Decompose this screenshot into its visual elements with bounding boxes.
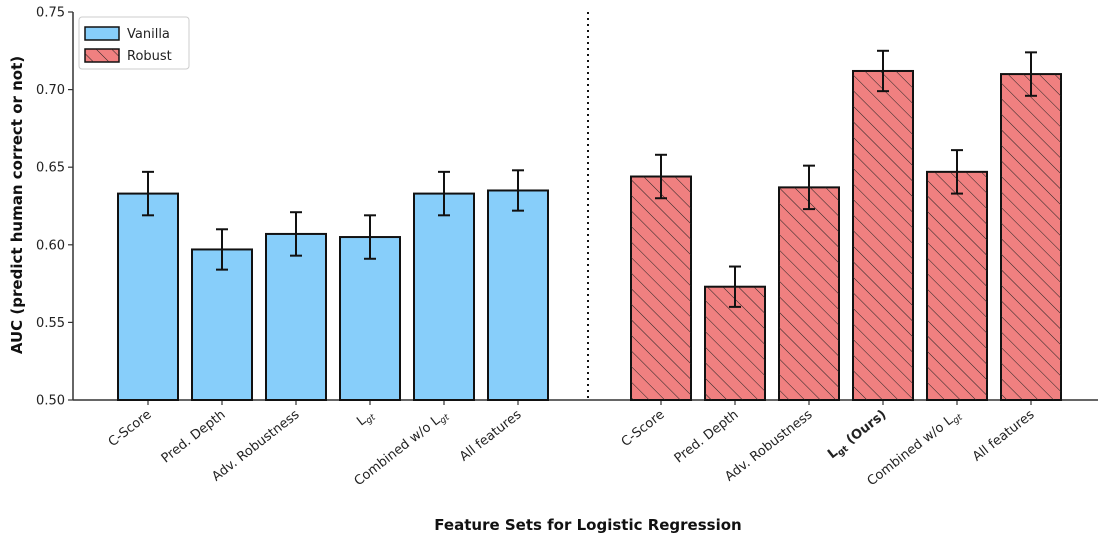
x-tick-label: Lgt — [354, 407, 378, 431]
error-bar — [877, 49, 889, 93]
error-bar — [1025, 51, 1037, 97]
y-axis-title: AUC (predict human correct or not) — [8, 56, 26, 354]
x-tick-label: C-Score — [106, 407, 155, 450]
x-tick-label: Lgt (Ours) — [825, 407, 891, 463]
bar-hatch — [779, 187, 839, 400]
error-bar — [290, 211, 302, 257]
x-tick-label: C-Score — [619, 407, 668, 450]
error-bar — [655, 153, 667, 200]
error-bar — [142, 170, 154, 217]
legend: Vanilla Robust — [78, 16, 190, 70]
x-axis-title: Feature Sets for Logistic Regression — [434, 516, 741, 534]
y-tick-label: 0.55 — [36, 316, 65, 331]
y-tick-label: 0.75 — [36, 6, 65, 21]
bar-hatch — [1001, 74, 1061, 400]
legend-swatch — [84, 26, 120, 41]
bar — [265, 232, 327, 401]
x-tick-label: Pred. Depth — [672, 407, 742, 466]
error-bar — [729, 265, 741, 308]
bar-hatch — [631, 176, 691, 400]
y-tick-label: 0.70 — [36, 83, 65, 98]
bars — [117, 49, 1062, 402]
y-tick-label: 0.50 — [36, 394, 65, 409]
bar-hatch — [927, 171, 987, 400]
bar — [413, 192, 475, 401]
bar — [117, 192, 179, 401]
error-bar — [438, 170, 450, 217]
x-tick-label: Pred. Depth — [159, 407, 229, 466]
legend-label: Robust — [127, 49, 172, 64]
bar — [191, 248, 253, 401]
bar — [339, 236, 401, 401]
x-tick-label: All features — [457, 407, 525, 464]
error-bar — [803, 164, 815, 211]
x-tick-label: All features — [970, 407, 1038, 464]
error-bar — [512, 169, 524, 212]
bar-hatch — [853, 70, 913, 400]
error-bar — [951, 149, 963, 195]
error-bar — [216, 228, 228, 271]
bar — [487, 189, 549, 401]
error-bar — [364, 214, 376, 260]
y-tick-label: 0.60 — [36, 238, 65, 253]
legend-label: Vanilla — [127, 27, 170, 42]
legend-swatch-hatch — [85, 49, 119, 62]
y-tick-label: 0.65 — [36, 161, 65, 176]
